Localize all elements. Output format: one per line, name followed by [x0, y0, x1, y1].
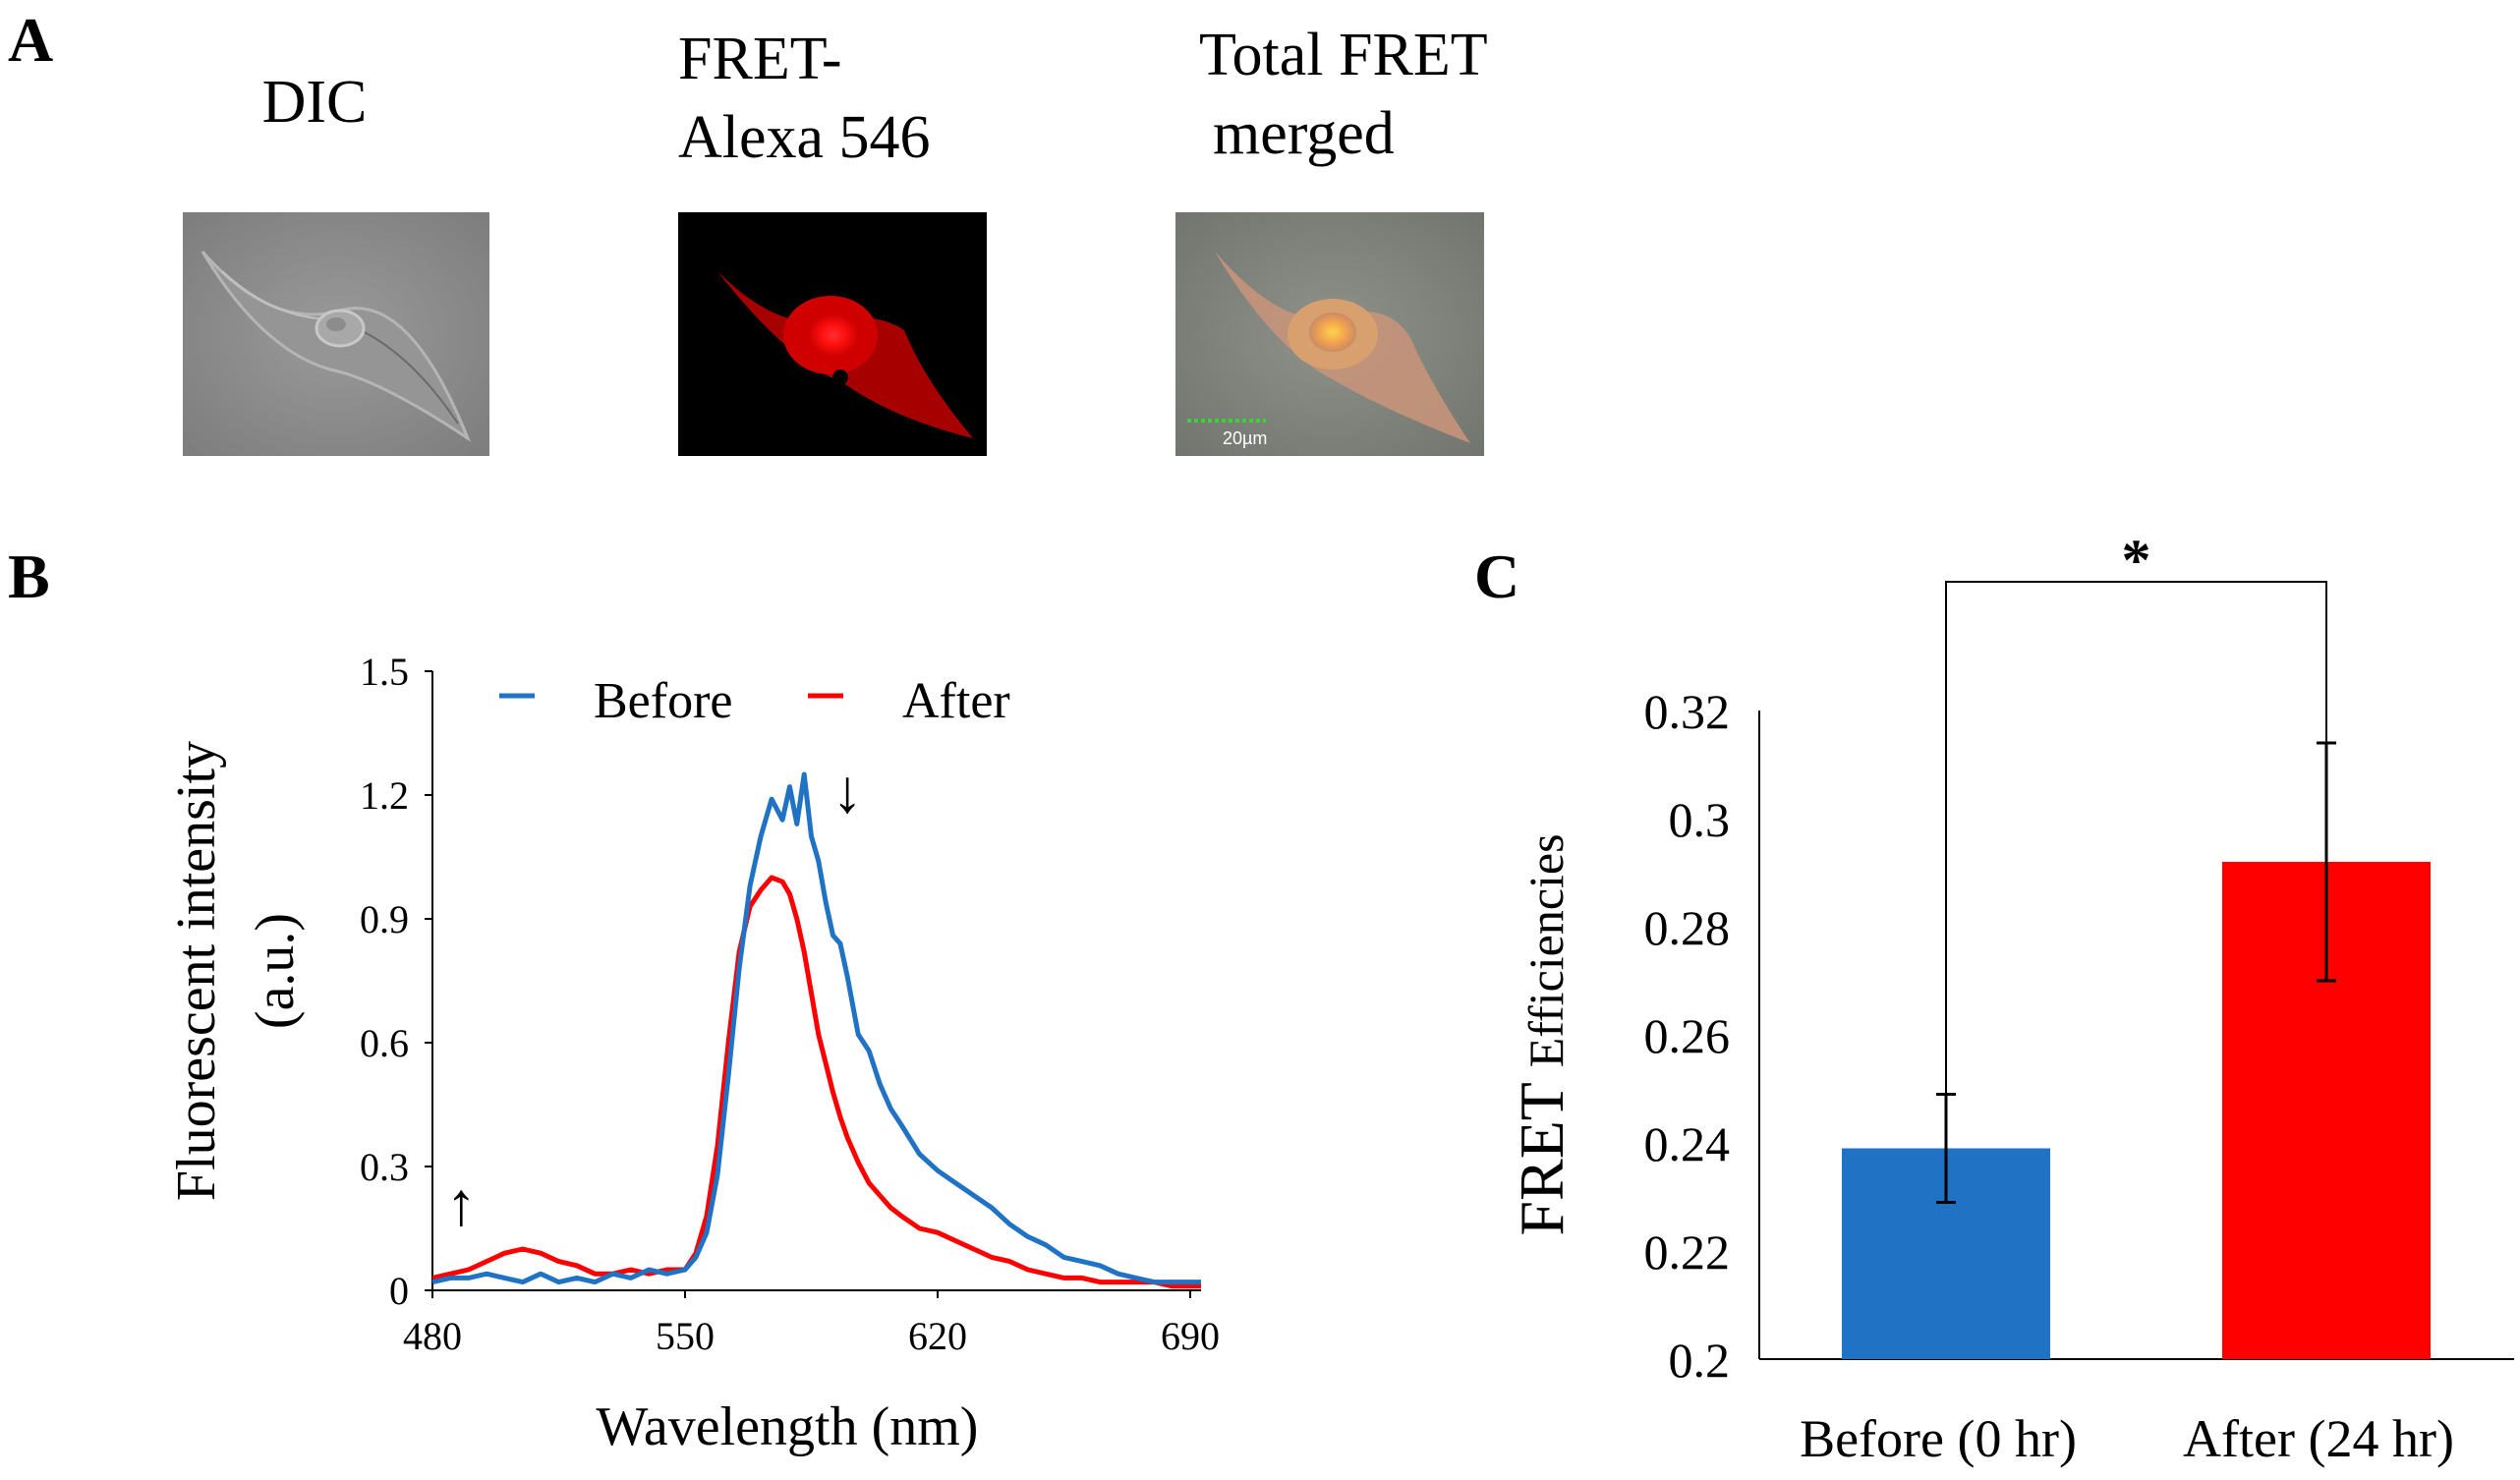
- caption-fret: FRET- Alexa 546: [678, 20, 1012, 177]
- caption-fret-line-2: Alexa 546: [678, 104, 931, 171]
- caption-dic-line-1: DIC: [261, 69, 368, 136]
- spectrum-x-tick-label: 620: [908, 1314, 967, 1358]
- spectrum-y-tick-label: 0.6: [360, 1021, 409, 1065]
- annotation-arrow-1: ↑: [446, 1171, 477, 1238]
- spectrum-plot: 0 0.3 0.6 0.9 1.2 1.5 480 550 620 690 Wavelength (…: [166, 650, 1220, 1457]
- legend-label-after: After: [902, 673, 1010, 729]
- efficiency-y-tick-label: 0.26: [1644, 1008, 1731, 1063]
- spectrum-line-before: [431, 771, 1201, 1285]
- efficiency-plot: 0.2 0.22 0.24 0.26 0.28 0.3 0.32 Before (0 hr) A…: [1507, 528, 2514, 1468]
- panel-letter-b: B: [8, 541, 50, 611]
- caption-dic: DIC: [197, 63, 432, 142]
- caption-merged: Total FRET merged: [1199, 16, 1523, 173]
- spectrum-y-tick-label: 0: [389, 1269, 409, 1313]
- efficiency-category-label: Before (0 hr): [1800, 1409, 2077, 1468]
- panel-letter-a: A: [8, 5, 54, 75]
- fret-micrograph: [678, 212, 987, 456]
- spectrum-y-axis-label: Fluorescent intensity (a.u.): [166, 741, 306, 1201]
- spectrum-x-tick-label: 690: [1161, 1314, 1220, 1358]
- spectrum-x-tick-label: 480: [403, 1314, 462, 1358]
- legend-label-before: Before: [594, 673, 732, 729]
- scale-bar-label: 20µm: [1223, 428, 1267, 448]
- annotation-arrow-2: ↓: [832, 759, 863, 825]
- panel-letter-c: C: [1474, 541, 1520, 611]
- dic-micrograph: [183, 212, 489, 456]
- efficiency-y-tick-label: 0.22: [1644, 1224, 1731, 1280]
- efficiency-y-tick-label: 0.3: [1669, 792, 1731, 847]
- efficiency-y-axis-label: FRET Efficiencies: [1507, 833, 1576, 1235]
- spectrum-y-tick-label: 0.9: [360, 897, 409, 941]
- caption-merged-line-1: Total FRET: [1199, 22, 1488, 88]
- efficiency-y-tick-label: 0.24: [1644, 1116, 1731, 1171]
- spectrum-line-after: [431, 875, 1201, 1289]
- efficiency-y-tick-label: 0.28: [1644, 900, 1731, 955]
- spectrum-y-tick-label: 0.3: [360, 1145, 409, 1189]
- efficiency-category-label: After (24 hr): [2183, 1409, 2454, 1468]
- spectrum-y-tick-label: 1.5: [360, 650, 409, 694]
- spectrum-x-axis-label: Wavelength (nm): [597, 1396, 979, 1457]
- spectrum-y-tick-label: 1.2: [360, 773, 409, 818]
- efficiency-y-axis-label-small: Efficiencies: [1518, 833, 1574, 1067]
- spectrum-y-axis-label-line-1: Fluorescent intensity: [166, 741, 227, 1201]
- spectrum-x-tick-label: 550: [656, 1314, 715, 1358]
- caption-fret-line-1: FRET-: [678, 26, 842, 92]
- efficiency-y-tick-label: 0.2: [1669, 1333, 1731, 1388]
- spectrum-y-axis-label-line-2: (a.u.): [245, 913, 306, 1029]
- merged-micrograph: 20µm: [1175, 212, 1484, 456]
- significance-marker: *: [2122, 528, 2151, 593]
- significance-bracket: [1945, 581, 2327, 1095]
- efficiency-y-tick-label: 0.32: [1644, 684, 1731, 739]
- efficiency-y-axis-label-main: FRET: [1507, 1067, 1576, 1235]
- caption-merged-line-2: merged: [1213, 100, 1395, 167]
